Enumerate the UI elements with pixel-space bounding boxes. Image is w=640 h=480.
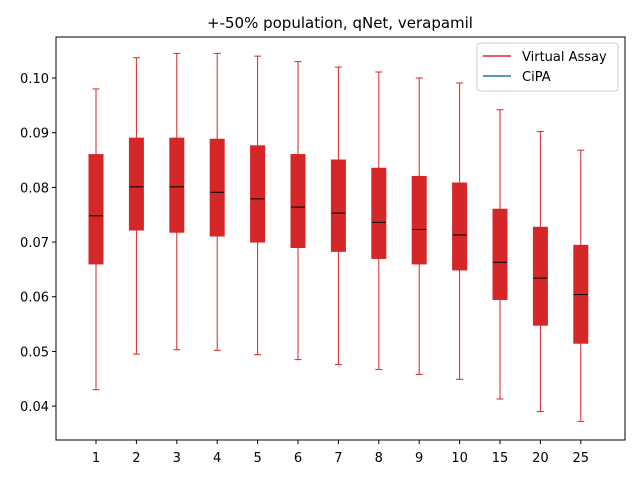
- box-7: [330, 66, 346, 366]
- x-tick-label: 5: [253, 451, 261, 466]
- box-20: [532, 131, 548, 413]
- x-axis: 1 2 3 4 5 6 7 8 9 10 15 20 25: [92, 440, 589, 466]
- box-iqr: [452, 182, 468, 271]
- y-tick-label: 0.09: [20, 127, 49, 142]
- chart-title: +-50% population, qNet, verapamil: [207, 14, 473, 32]
- legend-label-virtual-assay: Virtual Assay: [522, 50, 607, 65]
- y-tick-label: 0.10: [20, 72, 49, 87]
- legend-frame: [476, 42, 619, 92]
- box-10: [452, 82, 468, 380]
- x-tick-label: 2: [132, 451, 140, 466]
- box-4: [209, 52, 225, 351]
- box-iqr: [290, 154, 306, 249]
- box-iqr: [532, 226, 548, 326]
- box-iqr: [128, 137, 144, 231]
- x-tick-label: 25: [573, 451, 590, 466]
- box-1: [88, 88, 104, 391]
- box-iqr: [411, 175, 427, 265]
- y-tick-label: 0.05: [20, 345, 49, 360]
- x-tick-label: 4: [213, 451, 221, 466]
- y-tick-label: 0.08: [20, 181, 49, 196]
- x-tick-label: 6: [294, 451, 302, 466]
- box-group: [88, 52, 589, 422]
- box-3: [169, 52, 185, 351]
- box-8: [371, 71, 387, 370]
- box-15: [492, 109, 508, 400]
- box-6: [290, 61, 306, 361]
- box-2: [128, 57, 144, 355]
- box-iqr: [88, 154, 104, 265]
- y-tick-label: 0.07: [20, 236, 49, 251]
- box-9: [411, 77, 427, 375]
- y-tick-label: 0.06: [20, 291, 49, 306]
- x-tick-label: 7: [334, 451, 342, 466]
- box-25: [573, 149, 589, 422]
- y-axis: 0.04 0.05 0.06 0.07 0.08 0.09 0.10: [20, 72, 56, 415]
- box-iqr: [209, 138, 225, 237]
- x-tick-label: 9: [415, 451, 423, 466]
- x-tick-label: 15: [492, 451, 509, 466]
- box-iqr: [492, 208, 508, 300]
- x-tick-label: 8: [375, 451, 383, 466]
- box-iqr: [371, 167, 387, 259]
- x-tick-label: 20: [532, 451, 549, 466]
- plot-frame: [55, 36, 626, 441]
- box-iqr: [169, 137, 185, 233]
- x-tick-label: 1: [92, 451, 100, 466]
- legend-label-cipa: CiPA: [522, 70, 551, 85]
- box-iqr: [330, 159, 346, 252]
- box-iqr: [250, 145, 266, 243]
- box-5: [250, 55, 266, 356]
- y-tick-label: 0.04: [20, 400, 49, 415]
- x-tick-label: 3: [173, 451, 181, 466]
- legend: Virtual Assay CiPA: [476, 42, 619, 92]
- x-tick-label: 10: [451, 451, 468, 466]
